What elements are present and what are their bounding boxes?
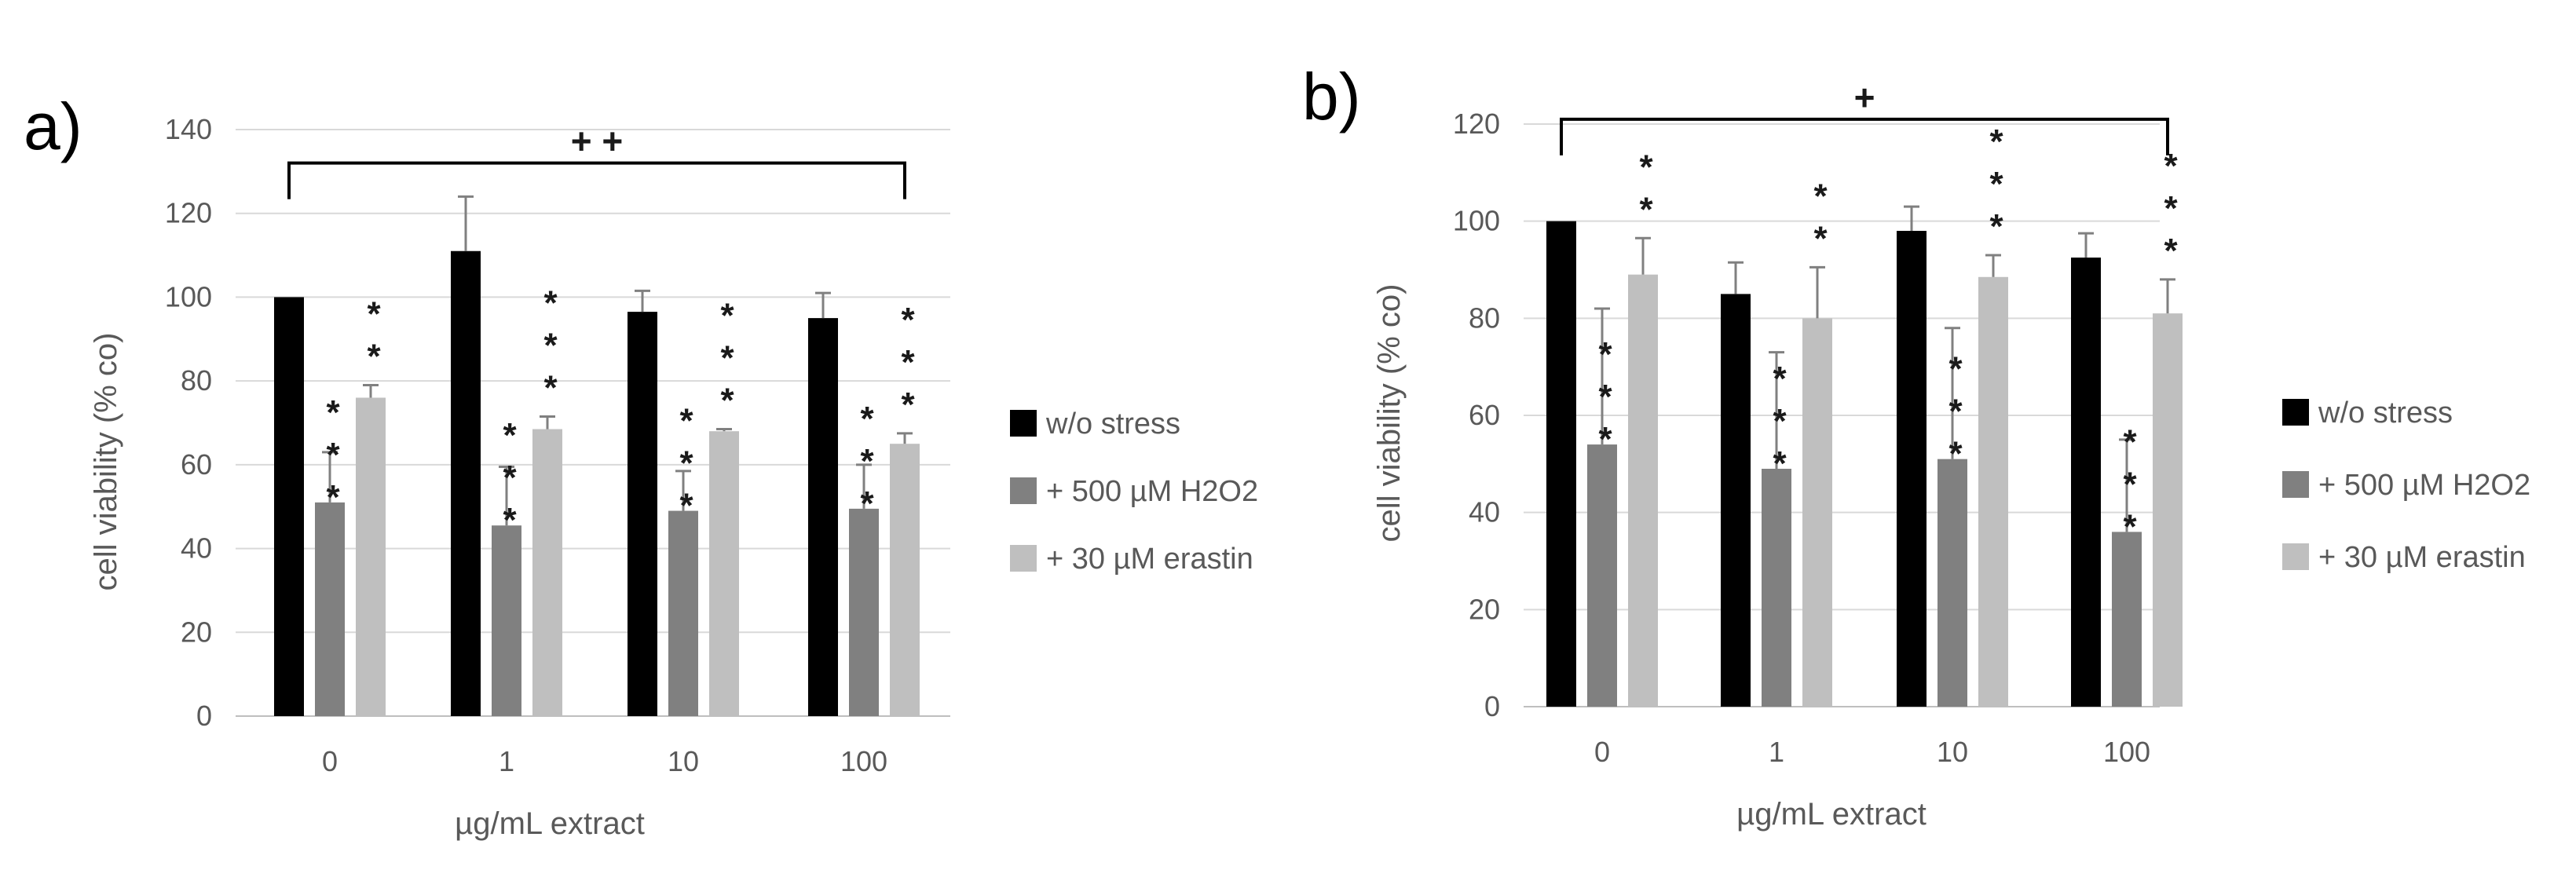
bar-a-h2o2-10 [668, 510, 698, 716]
legend-b: w/o stress + 500 µM H2O2 + 30 µM erastin [2282, 397, 2530, 574]
significance-stars-a-erastin-1: * * * [543, 283, 558, 407]
y-tick-label-b-100: 100 [1453, 205, 1500, 237]
panel-label-a: a) [24, 90, 82, 163]
y-axis-title-a: cell viability (% co) [89, 333, 123, 591]
y-tick-label-a-40: 40 [181, 532, 212, 565]
significance-stars-a-erastin-0: * * [367, 294, 381, 375]
bar-b-h2o2-10 [1937, 459, 1967, 707]
y-tick-label-b-0: 0 [1484, 690, 1500, 722]
y-tick-label-a-120: 120 [165, 197, 212, 229]
legend-label-a-h2o2: + 500 µM H2O2 [1046, 475, 1258, 508]
legend-swatch-b-h2o2 [2282, 471, 2309, 498]
y-tick-label-a-100: 100 [165, 280, 212, 313]
significance-stars-a-h2o2-1: * * * [503, 416, 517, 539]
x-tick-label-a-10: 10 [668, 745, 699, 777]
legend-label-b-h2o2: + 500 µM H2O2 [2318, 469, 2530, 502]
y-tick-label-b-60: 60 [1469, 399, 1500, 431]
bar-a-erastin-1 [532, 429, 562, 716]
bar-b-h2o2-1 [1762, 469, 1791, 707]
bar-a-h2o2-0 [315, 502, 345, 716]
significance-stars-b-erastin-100: * * * [2164, 147, 2178, 270]
y-tick-label-a-0: 0 [196, 700, 212, 732]
bar-b-h2o2-0 [1587, 444, 1617, 707]
significance-stars-b-h2o2-0: * * * [1598, 335, 1612, 459]
bar-a-erastin-100 [890, 444, 920, 716]
bar-a-h2o2-1 [492, 525, 521, 716]
x-axis-title-b: µg/mL extract [1736, 797, 1927, 832]
significance-bracket-b [1560, 117, 2169, 155]
x-axis-title-a: µg/mL extract [455, 806, 645, 841]
x-tick-label-a-0: 0 [322, 745, 338, 777]
bar-b-h2o2-100 [2112, 532, 2142, 707]
y-tick-label-a-60: 60 [181, 448, 212, 481]
x-tick-label-a-1: 1 [499, 745, 514, 777]
y-tick-label-b-80: 80 [1469, 302, 1500, 334]
bar-b-w-o-stress-100 [2071, 258, 2101, 707]
legend-swatch-a-h2o2 [1010, 477, 1037, 504]
bar-b-erastin-1 [1802, 318, 1832, 707]
legend-a: w/o stress + 500 µM H2O2 + 30 µM erastin [1010, 408, 1258, 576]
significance-bracket-a [287, 161, 906, 199]
bar-a-w-o-stress-1 [451, 250, 481, 716]
legend-label-b-w-o-stress: w/o stress [2318, 397, 2453, 430]
bar-b-erastin-0 [1628, 274, 1658, 707]
bar-a-w-o-stress-10 [628, 312, 657, 716]
legend-swatch-a-erastin [1010, 545, 1037, 572]
legend-label-a-w-o-stress: w/o stress [1045, 408, 1180, 440]
bar-a-w-o-stress-100 [808, 318, 838, 716]
bar-b-w-o-stress-1 [1721, 294, 1751, 707]
panel-label-b: b) [1302, 60, 1361, 133]
bar-b-w-o-stress-0 [1546, 221, 1576, 707]
x-tick-label-b-10: 10 [1937, 736, 1968, 768]
x-tick-label-a-100: 100 [840, 745, 887, 777]
significance-stars-a-h2o2-100: * * * [860, 400, 874, 523]
bar-b-erastin-100 [2153, 313, 2183, 707]
y-tick-label-a-20: 20 [181, 616, 212, 648]
significance-stars-a-erastin-100: * * * [901, 301, 915, 424]
y-tick-label-b-20: 20 [1469, 593, 1500, 625]
significance-stars-b-erastin-10: * * * [1989, 122, 2003, 246]
bar-a-w-o-stress-0 [274, 297, 304, 716]
x-tick-label-b-100: 100 [2103, 736, 2150, 768]
legend-label-a-erastin: + 30 µM erastin [1046, 543, 1253, 576]
bar-a-h2o2-100 [849, 508, 879, 716]
legend-swatch-a-w-o-stress [1010, 410, 1037, 437]
x-tick-label-b-1: 1 [1769, 736, 1784, 768]
y-tick-label-a-140: 140 [165, 113, 212, 145]
x-tick-label-b-0: 0 [1594, 736, 1610, 768]
significance-stars-b-erastin-1: * * [1813, 177, 1828, 258]
legend-swatch-b-w-o-stress [2282, 399, 2309, 426]
significance-stars-b-h2o2-10: * * * [1948, 350, 1963, 473]
y-axis-title-b: cell viability (% co) [1372, 284, 1407, 543]
significance-stars-a-h2o2-10: * * * [679, 402, 693, 525]
significance-stars-b-h2o2-1: * * * [1773, 360, 1787, 483]
significance-label-b: + [1854, 77, 1875, 118]
significance-stars-a-h2o2-0: * * * [326, 393, 340, 517]
bar-a-erastin-10 [709, 431, 739, 716]
bar-a-erastin-0 [356, 397, 386, 716]
bar-b-erastin-10 [1978, 276, 2008, 707]
significance-stars-b-erastin-0: * * [1639, 148, 1653, 228]
legend-swatch-b-erastin [2282, 543, 2309, 570]
significance-stars-a-erastin-10: * * * [720, 297, 734, 420]
y-tick-label-a-80: 80 [181, 364, 212, 397]
y-tick-label-b-120: 120 [1453, 108, 1500, 140]
bar-b-w-o-stress-10 [1897, 231, 1927, 707]
significance-stars-b-h2o2-100: * * * [2123, 422, 2137, 546]
legend-label-b-erastin: + 30 µM erastin [2318, 541, 2526, 574]
significance-label-a: + + [571, 121, 624, 162]
y-tick-label-b-40: 40 [1469, 496, 1500, 528]
